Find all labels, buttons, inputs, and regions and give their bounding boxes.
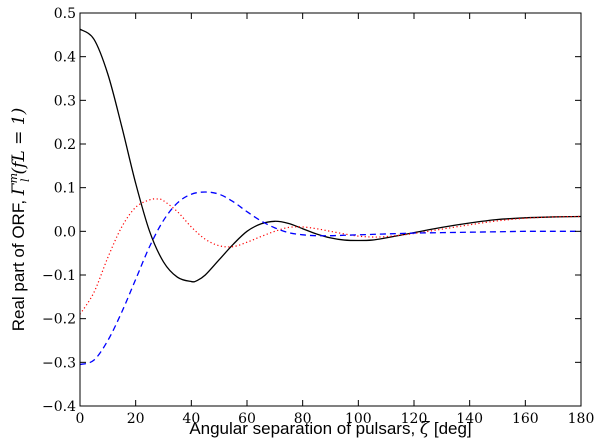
y-tick-label: 0.1 bbox=[54, 181, 76, 197]
y-tick-label: 0.5 bbox=[54, 6, 76, 22]
x-tick-label: 180 bbox=[568, 411, 595, 427]
y-axis-title-sub: l bbox=[19, 178, 32, 182]
x-axis-title-text: Angular separation of pulsars, bbox=[189, 419, 420, 438]
series-layer bbox=[79, 28, 582, 366]
y-tick-label: 0.4 bbox=[54, 50, 76, 66]
x-axis-title-unit: [deg] bbox=[429, 419, 472, 438]
ticks-layer: 0 20 40 60 80 100 120 140 160 180 −0.4 −0.3 −0.2 −0.1… bbox=[42, 6, 594, 427]
series-line-dashed bbox=[79, 191, 581, 366]
y-tick-label: −0.4 bbox=[42, 399, 76, 415]
x-axis-title: Angular separation of pulsars, ζ [deg] bbox=[189, 419, 471, 439]
y-tick-label: −0.1 bbox=[42, 268, 76, 284]
x-axis-title-math: ζ bbox=[420, 419, 431, 439]
x-tick-label: 140 bbox=[456, 411, 483, 427]
series-line-dotted bbox=[79, 198, 582, 315]
x-tick-label: 120 bbox=[401, 411, 428, 427]
y-tick-label: 0.2 bbox=[54, 137, 76, 153]
x-tick-label: 20 bbox=[127, 411, 145, 427]
y-tick-label: −0.2 bbox=[42, 312, 76, 328]
y-axis-title-sup: m bbox=[7, 173, 20, 183]
plot-frame bbox=[79, 12, 582, 407]
y-axis-title-text: Real part of ORF, bbox=[9, 195, 28, 331]
x-tick-label: 60 bbox=[238, 411, 256, 427]
y-tick-label: 0.0 bbox=[54, 224, 76, 240]
x-tick-label: 0 bbox=[76, 411, 85, 427]
y-axis-title-args: (fL = 1) bbox=[9, 108, 29, 175]
y-axis-title: Real part of ORF, Γml (fL = 1) bbox=[7, 108, 32, 332]
x-tick-label: 100 bbox=[345, 411, 372, 427]
x-tick-label: 40 bbox=[182, 411, 200, 427]
y-tick-label: −0.3 bbox=[42, 355, 76, 371]
x-tick-label: 80 bbox=[294, 411, 312, 427]
series-line-solid bbox=[79, 28, 582, 283]
x-tick-label: 160 bbox=[512, 411, 539, 427]
y-axis-title-math: Γ bbox=[9, 182, 29, 196]
y-tick-label: 0.3 bbox=[54, 93, 76, 109]
